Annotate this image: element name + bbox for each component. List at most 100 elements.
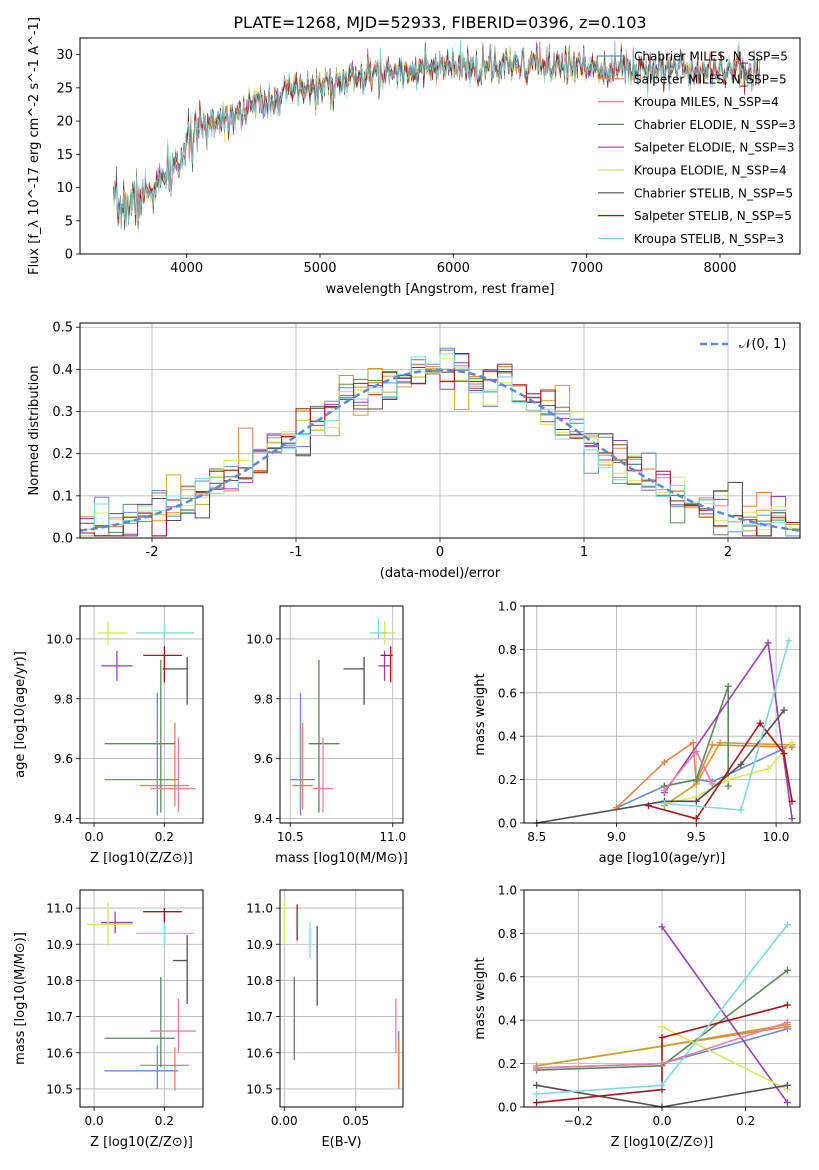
y-tick-label: 1.0 — [498, 600, 517, 614]
y-tick-label: 20 — [56, 115, 73, 130]
weight-marker — [533, 1064, 541, 1072]
weight-marker — [658, 923, 666, 931]
y-tick-label: 0.4 — [52, 363, 73, 378]
axes-frame — [79, 889, 204, 1108]
y-tick-label: 10.8 — [46, 974, 73, 988]
plot-area — [112, 40, 761, 231]
weight-marker — [716, 739, 724, 747]
y-tick-label: 10.0 — [46, 632, 73, 646]
weight-marker — [658, 1060, 666, 1068]
x-tick-label: 10.0 — [763, 830, 790, 844]
legend-entry: 𝒩(0, 1) — [739, 337, 786, 352]
panel-weight-vs-Z: −0.2 0.0 0.2 0.0 0.2 0.4 0.6 0.8 1.0 Z [log10(Z/Z… — [473, 884, 801, 1150]
y-tick-label: 10.7 — [46, 1010, 73, 1024]
x-tick-label: 8.5 — [527, 830, 546, 844]
y-axis-label: mass weight — [473, 673, 488, 755]
x-tick-label: 11.0 — [379, 830, 406, 844]
weight-marker — [692, 776, 700, 784]
x-tick-label: 9.0 — [607, 830, 626, 844]
weight-marker — [785, 637, 793, 645]
x-tick-label: 0 — [436, 545, 444, 560]
y-tick-label: 10.6 — [246, 1046, 273, 1060]
y-tick-label: 0.0 — [52, 532, 73, 547]
plot-area — [533, 637, 796, 827]
y-tick-label: 10.9 — [246, 938, 273, 952]
y-tick-label: 9.6 — [254, 752, 273, 766]
panel-spectrum: 4000 5000 6000 7000 8000 0 5 10 15 20 25 30 waveleng… — [27, 17, 801, 297]
axes-frame — [79, 37, 801, 255]
plot-area — [97, 620, 196, 816]
x-tick-label: 0.0 — [85, 830, 104, 844]
weight-marker — [788, 815, 796, 823]
y-tick-label: 0.1 — [52, 489, 73, 504]
axes-frame — [79, 605, 204, 824]
x-tick-label: 0.0 — [85, 1114, 104, 1128]
panel-age-vs-mass: 10.5 11.0 9.4 9.6 9.8 10.0 mass [log10(M/M⊙)] — [246, 605, 408, 866]
x-axis-label: (data-model)/error — [380, 566, 501, 581]
x-tick-label: 0.2 — [736, 1114, 755, 1128]
weight-marker — [658, 1034, 666, 1042]
weight-marker — [660, 758, 668, 766]
legend-entry: Chabrier MILES, N_SSP=5 — [634, 50, 788, 64]
plot-area — [533, 921, 791, 1111]
y-tick-label: 10.5 — [246, 1082, 273, 1096]
weight-marker — [783, 1001, 791, 1009]
weight-marker — [783, 1099, 791, 1107]
y-tick-label: 0.8 — [498, 643, 517, 657]
x-axis-label: mass [log10(M/M⊙)] — [275, 851, 408, 866]
y-axis-label: mass [log10(M/M⊙)] — [13, 932, 28, 1065]
y-tick-label: 15 — [56, 148, 73, 163]
weight-marker — [692, 747, 700, 755]
x-tick-label: 0.2 — [155, 830, 174, 844]
y-tick-label: 9.6 — [54, 752, 73, 766]
y-tick-label: 0.2 — [498, 1057, 517, 1071]
x-tick-label: 0.05 — [342, 1114, 369, 1128]
x-tick-label: 10.5 — [277, 830, 304, 844]
weight-line — [661, 1025, 788, 1091]
weight-marker — [783, 1018, 791, 1026]
y-tick-label: 11.0 — [246, 902, 273, 916]
legend-entry: Kroupa STELIB, N_SSP=3 — [634, 232, 784, 246]
weight-line — [664, 686, 730, 787]
weight-marker — [788, 739, 796, 747]
x-tick-label: 5000 — [303, 261, 336, 276]
weight-marker — [764, 765, 772, 773]
y-tick-label: 9.4 — [254, 812, 273, 826]
legend-entry: Salpeter ELODIE, N_SSP=3 — [634, 141, 795, 155]
weight-marker — [533, 1090, 541, 1098]
y-tick-label: 0.6 — [498, 970, 517, 984]
x-axis-label: Z [log10(Z/Z⊙)] — [90, 851, 193, 866]
legend-entry: Kroupa ELODIE, N_SSP=4 — [634, 164, 787, 178]
plot-area — [290, 617, 395, 816]
y-tick-label: 1.0 — [498, 884, 517, 898]
y-axis-label: mass weight — [473, 957, 488, 1039]
weight-marker — [783, 966, 791, 974]
weight-marker — [724, 782, 732, 790]
weight-marker — [764, 639, 772, 647]
y-axis-label: Normed distribution — [27, 366, 42, 496]
y-tick-label: 10.9 — [46, 938, 73, 952]
x-tick-label: −0.2 — [564, 1114, 593, 1128]
y-tick-label: 0.6 — [498, 686, 517, 700]
weight-line — [663, 741, 793, 807]
normal-curve — [79, 368, 801, 532]
x-tick-label: 0.2 — [155, 1114, 174, 1128]
panel-mass-vs-Z: 0.0 0.2 10.5 10.6 10.7 10.8 10.9 11.0 Z [log10(Z… — [13, 889, 204, 1150]
panel-weight-vs-age: 8.5 9.0 9.5 10.0 0.0 0.2 0.4 0.6 0.8 1.0 age [log1… — [473, 600, 801, 866]
x-tick-label: -1 — [290, 545, 303, 560]
y-axis-label: age [log10(age/yr)] — [13, 651, 28, 778]
x-tick-label: 8000 — [703, 261, 736, 276]
axes-frame — [279, 889, 404, 1108]
weight-line — [661, 926, 789, 1104]
y-axis-label: Flux [f_λ 10^-17 erg cm^-2 s^-1 A^-1] — [27, 17, 42, 275]
y-tick-label: 11.0 — [46, 902, 73, 916]
y-tick-label: 5 — [65, 214, 73, 229]
weight-line — [615, 741, 793, 809]
weight-marker — [660, 799, 668, 807]
weight-marker — [788, 797, 796, 805]
weight-marker — [737, 760, 745, 768]
y-tick-label: 9.4 — [54, 812, 73, 826]
x-tick-label: 4000 — [170, 261, 203, 276]
y-tick-label: 0.0 — [498, 817, 517, 831]
axes-frame — [279, 605, 404, 824]
